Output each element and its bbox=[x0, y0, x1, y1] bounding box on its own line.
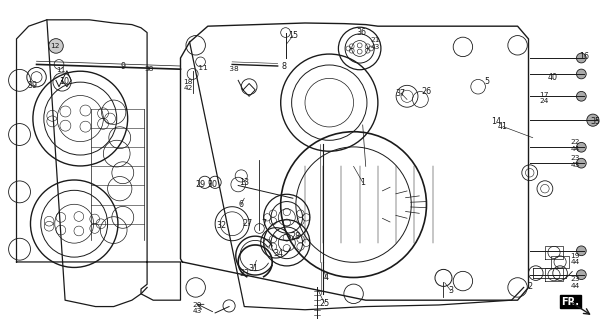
Text: 20
43: 20 43 bbox=[192, 302, 202, 315]
Text: 36: 36 bbox=[356, 28, 367, 37]
Text: 28: 28 bbox=[290, 232, 300, 241]
Circle shape bbox=[576, 142, 586, 152]
Text: 3: 3 bbox=[448, 286, 453, 295]
Text: 1: 1 bbox=[360, 178, 365, 187]
Text: 34: 34 bbox=[273, 250, 283, 259]
Text: 22
44: 22 44 bbox=[570, 140, 580, 152]
Text: 4: 4 bbox=[324, 273, 329, 282]
Text: 9: 9 bbox=[120, 61, 126, 70]
Text: 40: 40 bbox=[548, 73, 558, 82]
Text: 29: 29 bbox=[195, 180, 206, 189]
Circle shape bbox=[576, 92, 586, 101]
Text: 11: 11 bbox=[196, 65, 207, 71]
Text: FR.: FR. bbox=[561, 297, 580, 307]
Text: 32: 32 bbox=[216, 221, 226, 230]
Circle shape bbox=[576, 270, 586, 280]
Text: 8: 8 bbox=[281, 61, 286, 70]
Text: 10: 10 bbox=[59, 77, 69, 86]
Text: 13: 13 bbox=[239, 178, 249, 187]
Text: 38: 38 bbox=[228, 66, 239, 72]
Text: 38: 38 bbox=[144, 66, 154, 72]
Text: 7: 7 bbox=[261, 219, 266, 228]
Circle shape bbox=[576, 246, 586, 256]
Text: 27: 27 bbox=[242, 219, 253, 228]
Text: 19
44: 19 44 bbox=[570, 252, 580, 265]
Text: 5: 5 bbox=[484, 77, 490, 86]
Circle shape bbox=[576, 69, 586, 79]
Text: 23
43: 23 43 bbox=[570, 155, 580, 168]
Text: 12: 12 bbox=[50, 43, 60, 49]
Text: 21
43: 21 43 bbox=[370, 37, 379, 50]
Circle shape bbox=[49, 39, 63, 53]
Circle shape bbox=[576, 158, 586, 168]
Text: 37: 37 bbox=[396, 89, 406, 98]
Text: 2: 2 bbox=[527, 282, 533, 291]
Text: 35: 35 bbox=[590, 117, 600, 126]
Text: 15: 15 bbox=[288, 31, 298, 40]
Text: 18
42: 18 42 bbox=[184, 79, 193, 92]
Circle shape bbox=[576, 53, 586, 63]
Text: 33: 33 bbox=[239, 268, 249, 278]
Text: 16: 16 bbox=[580, 52, 589, 61]
Text: 14: 14 bbox=[491, 117, 501, 126]
Text: 17
24: 17 24 bbox=[539, 92, 548, 104]
Text: 6: 6 bbox=[239, 200, 244, 209]
Text: 31: 31 bbox=[248, 264, 259, 273]
Text: 26: 26 bbox=[422, 87, 431, 96]
Text: 23
44: 23 44 bbox=[570, 276, 580, 289]
Text: 41: 41 bbox=[498, 122, 508, 131]
Text: 30: 30 bbox=[207, 180, 217, 189]
Text: 11: 11 bbox=[56, 67, 66, 80]
Text: 39: 39 bbox=[28, 81, 38, 90]
Text: 25: 25 bbox=[319, 299, 329, 308]
Circle shape bbox=[587, 114, 599, 126]
